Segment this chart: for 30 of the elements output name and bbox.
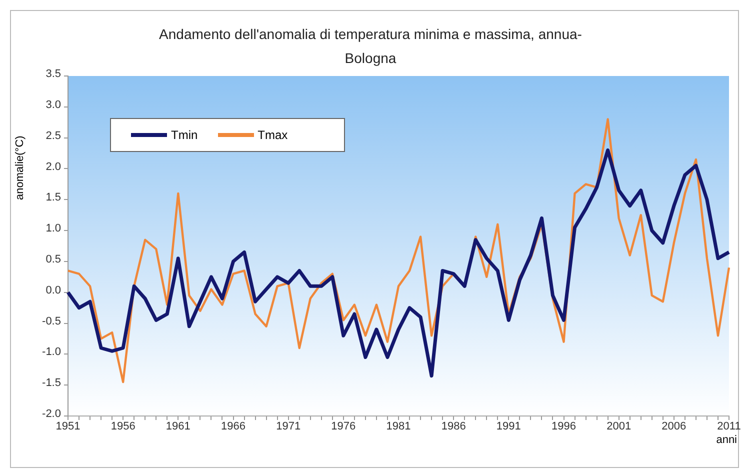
y-tick-label: 2.5 [46, 130, 61, 142]
x-tick-label: 1996 [552, 420, 576, 433]
y-tick-label: -1.5 [42, 377, 61, 390]
x-tick-label: 1966 [221, 420, 246, 433]
x-tick-label: 1991 [496, 420, 521, 433]
x-tick-label: 1956 [110, 420, 136, 433]
x-tick-label: 1951 [56, 420, 80, 433]
y-axis-title: anomalie(°C) [14, 136, 26, 200]
x-tick-label: 1971 [276, 420, 301, 433]
y-tick-label: 1.0 [46, 222, 61, 235]
x-tick-label: 2006 [662, 420, 686, 433]
y-tick-label: 2.0 [46, 160, 61, 173]
y-tick-label: 1.5 [46, 192, 61, 204]
x-tick-label: 1981 [386, 420, 411, 433]
y-tick-label: 0.5 [46, 253, 61, 266]
y-tick-label: 3.5 [46, 68, 61, 80]
x-tick-label: 1961 [166, 420, 190, 433]
y-tick-label: -0.5 [42, 315, 61, 328]
legend-label: Tmin [171, 128, 198, 142]
chart-title: Andamento dell'anomalia di temperatura minima e massima, annua-Bologna [158, 25, 583, 68]
x-tick-label: 2011 [717, 420, 741, 433]
legend-label: Tmax [258, 128, 288, 142]
x-tick-label: 2001 [606, 420, 632, 433]
x-tick-label: 1986 [441, 420, 466, 433]
x-axis-title: anni [716, 434, 737, 446]
x-tick-label: 1976 [331, 420, 356, 433]
y-tick-label: 3.0 [46, 98, 61, 111]
y-tick-label: -1.0 [42, 346, 61, 358]
y-tick-label: 0.0 [46, 284, 61, 296]
y-tick-label: -2.0 [42, 408, 61, 420]
